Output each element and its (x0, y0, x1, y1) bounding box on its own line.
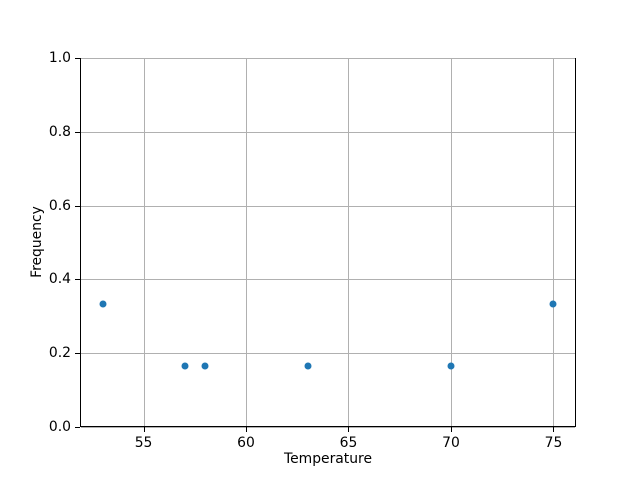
y-gridline (81, 279, 575, 281)
y-tick (75, 427, 80, 428)
y-tick-label: 0.2 (48, 345, 71, 362)
data-point (447, 362, 455, 370)
data-point (99, 300, 107, 308)
data-point (201, 362, 209, 370)
y-tick (75, 131, 80, 133)
x-axis-label: Temperature (284, 451, 372, 467)
y-tick-label: 0.8 (48, 123, 71, 140)
x-tick-label: 55 (134, 435, 153, 451)
x-gridline (450, 59, 452, 426)
y-tick (75, 353, 80, 355)
x-gridline (348, 59, 350, 426)
x-gridline (246, 59, 248, 426)
x-tick-label: 65 (339, 435, 358, 451)
x-gridline (143, 59, 145, 426)
y-gridline (81, 58, 575, 59)
y-axis-label: Frequency (29, 206, 45, 278)
y-tick (75, 205, 80, 207)
y-tick-label: 0.4 (48, 271, 71, 288)
x-tick (553, 427, 555, 432)
plot-area (80, 58, 576, 428)
x-tick (143, 427, 145, 432)
y-tick (75, 279, 80, 281)
y-tick-label: 0.0 (48, 419, 71, 435)
x-tick (348, 427, 350, 432)
y-tick-label: 1.0 (48, 50, 71, 66)
y-gridline (81, 353, 575, 355)
data-point (304, 362, 311, 370)
x-tick (450, 427, 452, 432)
y-gridline (81, 427, 575, 428)
x-tick-label: 70 (442, 435, 460, 451)
data-point (181, 362, 189, 370)
x-tick-label: 60 (237, 435, 255, 451)
data-point (549, 300, 557, 308)
y-gridline (81, 131, 575, 133)
y-tick (75, 58, 80, 59)
x-tick-label: 75 (544, 435, 563, 451)
x-gridline (553, 59, 555, 426)
x-tick (246, 427, 248, 432)
y-gridline (81, 205, 575, 207)
y-tick-label: 0.6 (48, 197, 71, 214)
